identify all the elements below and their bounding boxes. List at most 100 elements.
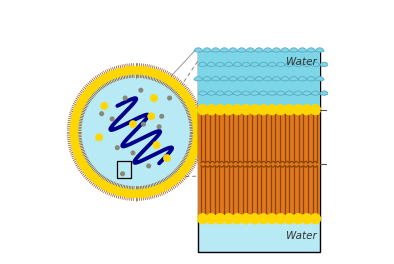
Circle shape xyxy=(196,122,201,128)
Wedge shape xyxy=(224,91,233,95)
Circle shape xyxy=(100,81,104,85)
Wedge shape xyxy=(285,62,294,67)
Circle shape xyxy=(125,70,130,75)
Circle shape xyxy=(138,189,143,194)
Wedge shape xyxy=(220,77,229,81)
Circle shape xyxy=(190,110,194,114)
Bar xyxy=(198,111,320,217)
Wedge shape xyxy=(294,62,303,67)
Wedge shape xyxy=(285,91,294,95)
Circle shape xyxy=(146,67,151,73)
Wedge shape xyxy=(194,48,203,52)
Wedge shape xyxy=(237,48,246,52)
Circle shape xyxy=(180,172,185,177)
Circle shape xyxy=(121,172,125,176)
Circle shape xyxy=(73,108,78,113)
Circle shape xyxy=(184,162,188,167)
Circle shape xyxy=(131,66,136,71)
Circle shape xyxy=(193,130,198,134)
Circle shape xyxy=(195,119,201,124)
Circle shape xyxy=(100,112,104,116)
Circle shape xyxy=(177,170,182,175)
Circle shape xyxy=(91,82,97,87)
Wedge shape xyxy=(255,77,264,81)
Circle shape xyxy=(169,77,174,82)
Circle shape xyxy=(179,92,184,97)
Circle shape xyxy=(301,214,312,224)
Circle shape xyxy=(193,133,197,138)
Wedge shape xyxy=(216,62,224,67)
Circle shape xyxy=(89,170,94,175)
Circle shape xyxy=(177,175,182,180)
Circle shape xyxy=(206,214,217,224)
Wedge shape xyxy=(207,91,216,95)
Circle shape xyxy=(223,105,234,115)
Circle shape xyxy=(194,111,199,117)
Circle shape xyxy=(132,189,136,194)
Circle shape xyxy=(152,186,156,191)
Wedge shape xyxy=(272,48,281,52)
Circle shape xyxy=(82,92,87,97)
Circle shape xyxy=(191,105,197,110)
Wedge shape xyxy=(268,62,277,67)
Circle shape xyxy=(182,89,187,95)
Circle shape xyxy=(78,98,83,103)
Circle shape xyxy=(160,115,164,118)
Circle shape xyxy=(172,175,177,180)
Wedge shape xyxy=(320,62,329,67)
Circle shape xyxy=(100,179,104,183)
Circle shape xyxy=(170,82,175,87)
Circle shape xyxy=(121,71,126,76)
Wedge shape xyxy=(303,91,311,95)
Circle shape xyxy=(110,117,114,121)
Circle shape xyxy=(185,159,190,164)
Wedge shape xyxy=(255,48,264,52)
Circle shape xyxy=(80,95,85,100)
Circle shape xyxy=(150,95,158,102)
Circle shape xyxy=(77,110,82,114)
Wedge shape xyxy=(307,77,316,81)
Circle shape xyxy=(138,70,143,75)
Circle shape xyxy=(152,69,158,74)
Circle shape xyxy=(86,87,91,92)
Circle shape xyxy=(241,105,251,115)
Wedge shape xyxy=(272,77,281,81)
Circle shape xyxy=(124,67,129,72)
Wedge shape xyxy=(203,77,211,81)
Circle shape xyxy=(74,130,78,134)
Circle shape xyxy=(75,143,80,148)
Circle shape xyxy=(191,113,195,117)
Circle shape xyxy=(131,151,135,155)
Circle shape xyxy=(74,140,79,144)
Wedge shape xyxy=(281,48,290,52)
Circle shape xyxy=(175,87,180,92)
Wedge shape xyxy=(242,91,250,95)
Circle shape xyxy=(71,140,76,145)
Circle shape xyxy=(177,89,182,94)
Wedge shape xyxy=(316,77,324,81)
Circle shape xyxy=(89,84,94,89)
Wedge shape xyxy=(298,48,307,52)
Circle shape xyxy=(206,105,217,115)
Circle shape xyxy=(113,190,119,195)
Circle shape xyxy=(128,70,133,75)
Circle shape xyxy=(182,165,186,169)
Circle shape xyxy=(188,98,193,103)
Circle shape xyxy=(71,144,76,149)
Circle shape xyxy=(196,129,202,135)
Circle shape xyxy=(190,150,194,154)
Circle shape xyxy=(138,192,144,198)
Circle shape xyxy=(85,165,90,169)
Circle shape xyxy=(175,177,180,182)
Circle shape xyxy=(84,169,89,175)
Circle shape xyxy=(77,150,82,154)
Circle shape xyxy=(184,167,190,172)
Circle shape xyxy=(152,73,156,78)
Circle shape xyxy=(188,106,193,111)
Circle shape xyxy=(175,82,180,87)
Circle shape xyxy=(78,161,83,166)
Circle shape xyxy=(117,68,122,73)
Wedge shape xyxy=(211,77,220,81)
Wedge shape xyxy=(311,91,320,95)
Circle shape xyxy=(108,76,113,80)
